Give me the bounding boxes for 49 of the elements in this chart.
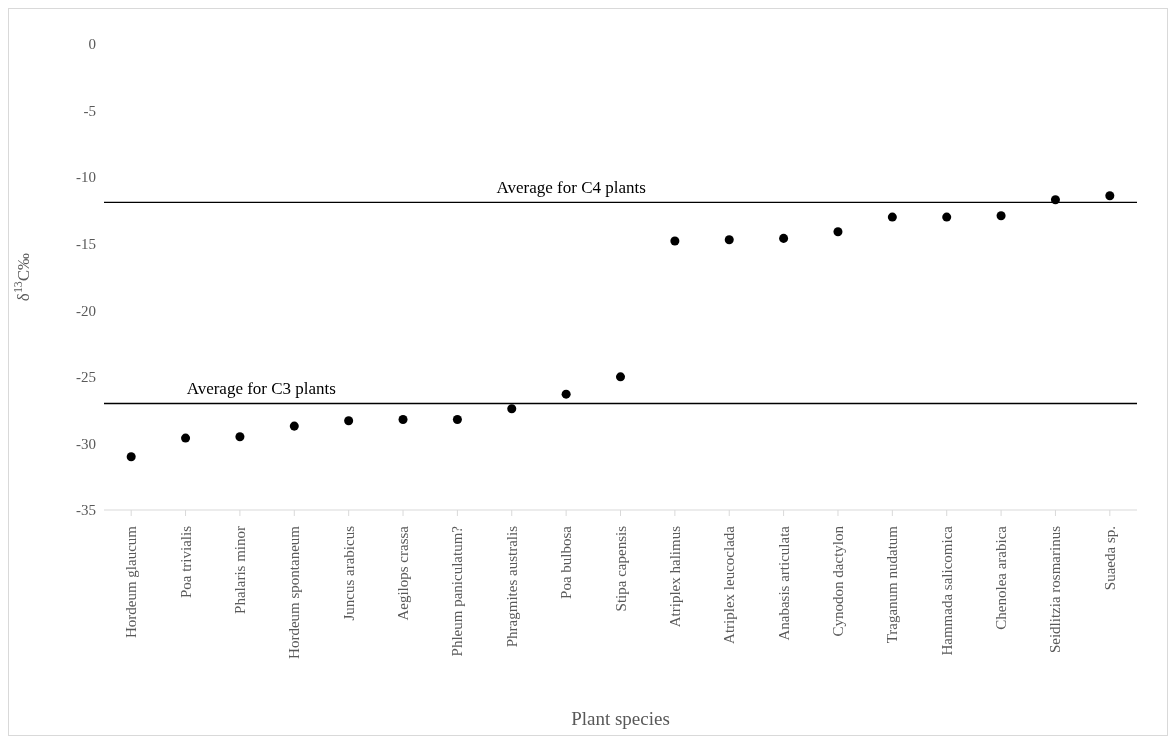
y-tick-label: -10 <box>76 169 96 186</box>
point <box>1050 195 1060 205</box>
point <box>724 235 734 245</box>
x-tick-label: Poa bulbosa <box>558 525 575 599</box>
ref-line-label: Average for C4 plants <box>496 178 646 198</box>
x-tick-label: Traganum nudatum <box>884 525 901 644</box>
x-tick-label: Atriplex halimus <box>666 525 683 628</box>
point <box>561 389 571 399</box>
point <box>615 372 626 382</box>
point <box>779 233 789 243</box>
x-tick-label: Phalaris minor <box>231 526 248 614</box>
point <box>942 212 952 222</box>
x-tick-label: Hordeum glaucum <box>123 525 140 639</box>
x-tick-label: Juncus arabicus <box>340 525 357 621</box>
x-tick-label: Seidlitzia rosmarinus <box>1047 525 1064 654</box>
y-tick-label: -5 <box>83 102 96 119</box>
x-tick-label: Anabasis articulata <box>775 525 792 641</box>
x-tick-label: Chenolea arabica <box>993 525 1010 630</box>
y-tick-label: -15 <box>76 236 96 253</box>
point <box>833 227 843 237</box>
x-tick-label: Phragmites australis <box>503 525 520 648</box>
y-tick-label: 0 <box>88 36 96 53</box>
point <box>996 211 1006 221</box>
x-tick-label: Atriplex leucoclada <box>721 525 738 644</box>
x-tick-label: Aegilops crassa <box>395 525 412 621</box>
x-tick-label: Suaeda sp. <box>1101 526 1118 591</box>
point <box>126 452 136 462</box>
point <box>181 433 191 443</box>
point <box>670 236 680 246</box>
x-tick-label: Stipa capensis <box>612 525 629 612</box>
point <box>344 416 354 426</box>
x-tick-label: Cynodon dactylon <box>829 525 846 637</box>
x-axis-title: Plant species <box>571 708 670 729</box>
x-tick-label: Phleum paniculatum? <box>449 525 466 657</box>
y-tick-label: -35 <box>76 502 96 519</box>
point <box>289 421 299 431</box>
y-tick-label: -30 <box>76 435 96 452</box>
ref-line-label: Average for C3 plants <box>186 379 336 399</box>
y-tick-label: -20 <box>76 302 96 319</box>
point <box>452 414 462 424</box>
point <box>507 404 517 414</box>
point <box>887 212 897 222</box>
point <box>1105 191 1115 201</box>
x-tick-label: Hordeum spontaneum <box>286 525 303 659</box>
x-tick-label: Hammada salicomica <box>938 525 955 656</box>
point <box>235 432 245 442</box>
y-tick-label: -25 <box>76 369 96 386</box>
x-tick-label: Poa trivialis <box>177 525 194 599</box>
point <box>398 414 408 424</box>
